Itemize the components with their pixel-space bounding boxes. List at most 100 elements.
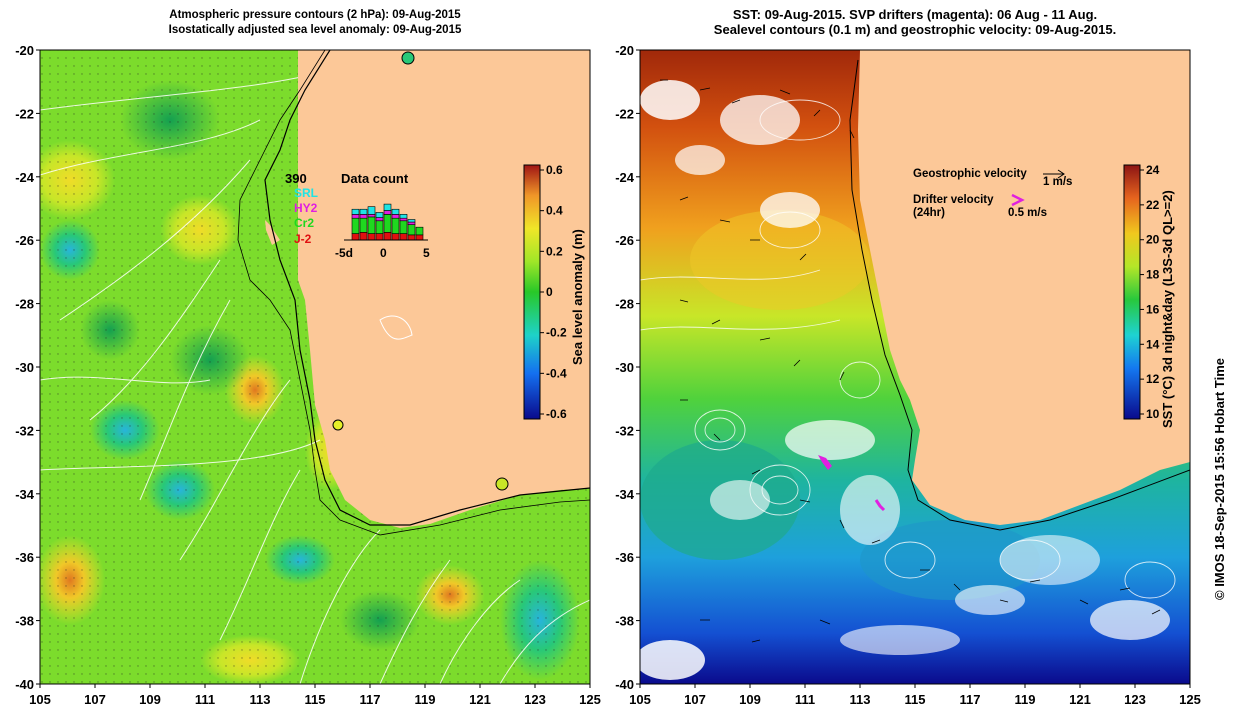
sla-colorbar-ramp	[523, 164, 541, 420]
pressure-contours	[40, 54, 590, 684]
data-count-bar-j-2	[359, 232, 368, 241]
x-tick-label: 111	[795, 692, 815, 707]
data-count-title: Data count	[341, 171, 409, 186]
data-count-bar-j-2	[383, 232, 392, 241]
data-count-bar-cr2	[367, 216, 376, 234]
data-count-tick: -5d	[335, 246, 353, 260]
y-tick-label: -20	[615, 43, 634, 58]
x-tick-label: 123	[524, 692, 546, 707]
tide-gauge-marker[interactable]	[495, 477, 509, 491]
sla-colorbar-label: Sea level anomaly (m)	[570, 229, 585, 365]
colorbar-tick-label: 10	[1146, 407, 1160, 421]
svp-drifter-track[interactable]	[818, 455, 832, 470]
data-count-bar-srl	[383, 203, 392, 211]
shark-bay-island	[265, 220, 280, 245]
data-count-bar-j-2	[399, 233, 408, 241]
drifter-scale: 0.5 m/s	[1008, 207, 1047, 219]
x-tick-label: 121	[1069, 692, 1091, 707]
data-count-bar-srl	[359, 208, 368, 215]
data-count-bar-hy2	[391, 214, 400, 219]
y-tick-label: -32	[615, 423, 634, 438]
colorbar-tick-label: 18	[1146, 268, 1160, 282]
data-count-max: 390	[285, 171, 307, 186]
colorbar-tick-label: 22	[1146, 198, 1160, 212]
x-tick-label: 107	[84, 692, 106, 707]
y-tick-label: -22	[615, 106, 634, 121]
colorbar-tick-label: 16	[1146, 302, 1160, 316]
data-count-bar-hy2	[367, 214, 376, 218]
colorbar-tick-label: 20	[1146, 233, 1160, 247]
y-tick-label: -28	[615, 297, 634, 312]
x-tick-label: 119	[1015, 692, 1036, 707]
x-tick-label: 125	[579, 692, 601, 707]
sst-colorbar: 24 22 20 18 16 14 12 10 SST (°C) 3d night&day (…	[1123, 163, 1175, 428]
y-tick-label: -26	[615, 233, 634, 248]
x-tick-label: 117	[960, 692, 981, 707]
sst-colorbar-label: SST (°C) 3d night&day (L3S-3d QL>=2)	[1160, 190, 1175, 428]
left-title-line2: Isostatically adjusted sea level anomaly…	[168, 24, 462, 36]
y-tick-label: -36	[615, 550, 634, 565]
tide-gauge-marker[interactable]	[401, 51, 415, 65]
svp-drifter-track[interactable]	[874, 499, 886, 512]
y-tick-label: -40	[15, 677, 34, 692]
data-count-bar-cr2	[399, 220, 408, 234]
data-count-bar-srl	[391, 208, 400, 215]
x-tick-label: 123	[1124, 692, 1146, 707]
data-count-bar-hy2	[375, 217, 384, 222]
velocity-legend: Geostrophic velocity 1 m/s Drifter veloc…	[913, 168, 1072, 219]
x-tick-label: 109	[139, 692, 161, 707]
data-count-bar-j-2	[415, 234, 424, 241]
x-tick-label: 105	[629, 692, 651, 707]
x-tick-label: 121	[469, 692, 491, 707]
right-panel-title: SST: 09-Aug-2015. SVP drifters (magenta)…	[640, 7, 1190, 37]
data-count-bar-srl	[407, 219, 416, 223]
y-tick-label: -34	[15, 487, 35, 502]
coastline	[849, 59, 1190, 531]
shelf-isobath	[237, 50, 590, 536]
geostrophic-velocity-arrows	[660, 79, 1161, 643]
data-count-bar-cr2	[375, 220, 384, 234]
data-count-tick: 5	[423, 246, 430, 260]
y-tick-label: -22	[15, 106, 34, 121]
y-tick-label: -34	[615, 487, 635, 502]
legend-sat-j2: J-2	[294, 232, 312, 246]
geostrophic-arrow-icon	[1043, 169, 1065, 179]
y-tick-label: -32	[15, 423, 34, 438]
data-count-bar-j-2	[367, 233, 376, 241]
data-count-bar-hy2	[359, 214, 368, 219]
data-count-bar-j-2	[407, 234, 416, 241]
tide-gauge-marker[interactable]	[332, 419, 344, 431]
left-title-line1: Atmospheric pressure contours (2 hPa): 0…	[169, 9, 461, 21]
colorbar-tick-label: 0.2	[546, 244, 563, 258]
y-tick-label: -36	[15, 550, 34, 565]
x-tick-label: 111	[195, 692, 215, 707]
data-count-bar-srl	[367, 206, 376, 215]
sla-colorbar-ticks: 0.6 0.4 0.2 0 -0.2 -0.4 -0.6	[540, 163, 567, 421]
x-tick-label: 105	[29, 692, 51, 707]
x-tick-label: 125	[1179, 692, 1201, 707]
shark-bay-island	[868, 215, 884, 248]
data-count-bars	[351, 203, 424, 241]
data-count-bar-srl	[399, 214, 408, 219]
y-tick-label: -40	[615, 677, 634, 692]
right-title-line2: Sealevel contours (0.1 m) and geostrophi…	[713, 22, 1117, 37]
legend-sat-cr2: Cr2	[294, 216, 314, 230]
x-tick-label: 113	[850, 692, 871, 707]
sla-colorbar: 0.6 0.4 0.2 0 -0.2 -0.4 -0.6 Sea level anomaly…	[523, 163, 585, 421]
drifter-arrow-icon	[1011, 193, 1025, 207]
x-tick-label: 113	[250, 692, 271, 707]
australia-landmass	[858, 50, 1190, 525]
right-title-line1: SST: 09-Aug-2015. SVP drifters (magenta)…	[732, 7, 1098, 22]
data-count-bar-cr2	[359, 217, 368, 233]
sst-map	[640, 50, 1190, 684]
y-tick-label: -24	[615, 170, 635, 185]
colorbar-tick-label: 0.4	[546, 204, 563, 218]
data-count-tick: 0	[380, 246, 387, 260]
data-count-bar-srl	[375, 212, 384, 218]
data-count-bar-cr2	[383, 214, 392, 233]
drifter-sublabel: (24hr)	[913, 207, 945, 219]
colorbar-tick-label: -0.2	[546, 326, 567, 340]
y-tick-label: -38	[15, 614, 34, 629]
y-tick-label: -30	[615, 360, 634, 375]
